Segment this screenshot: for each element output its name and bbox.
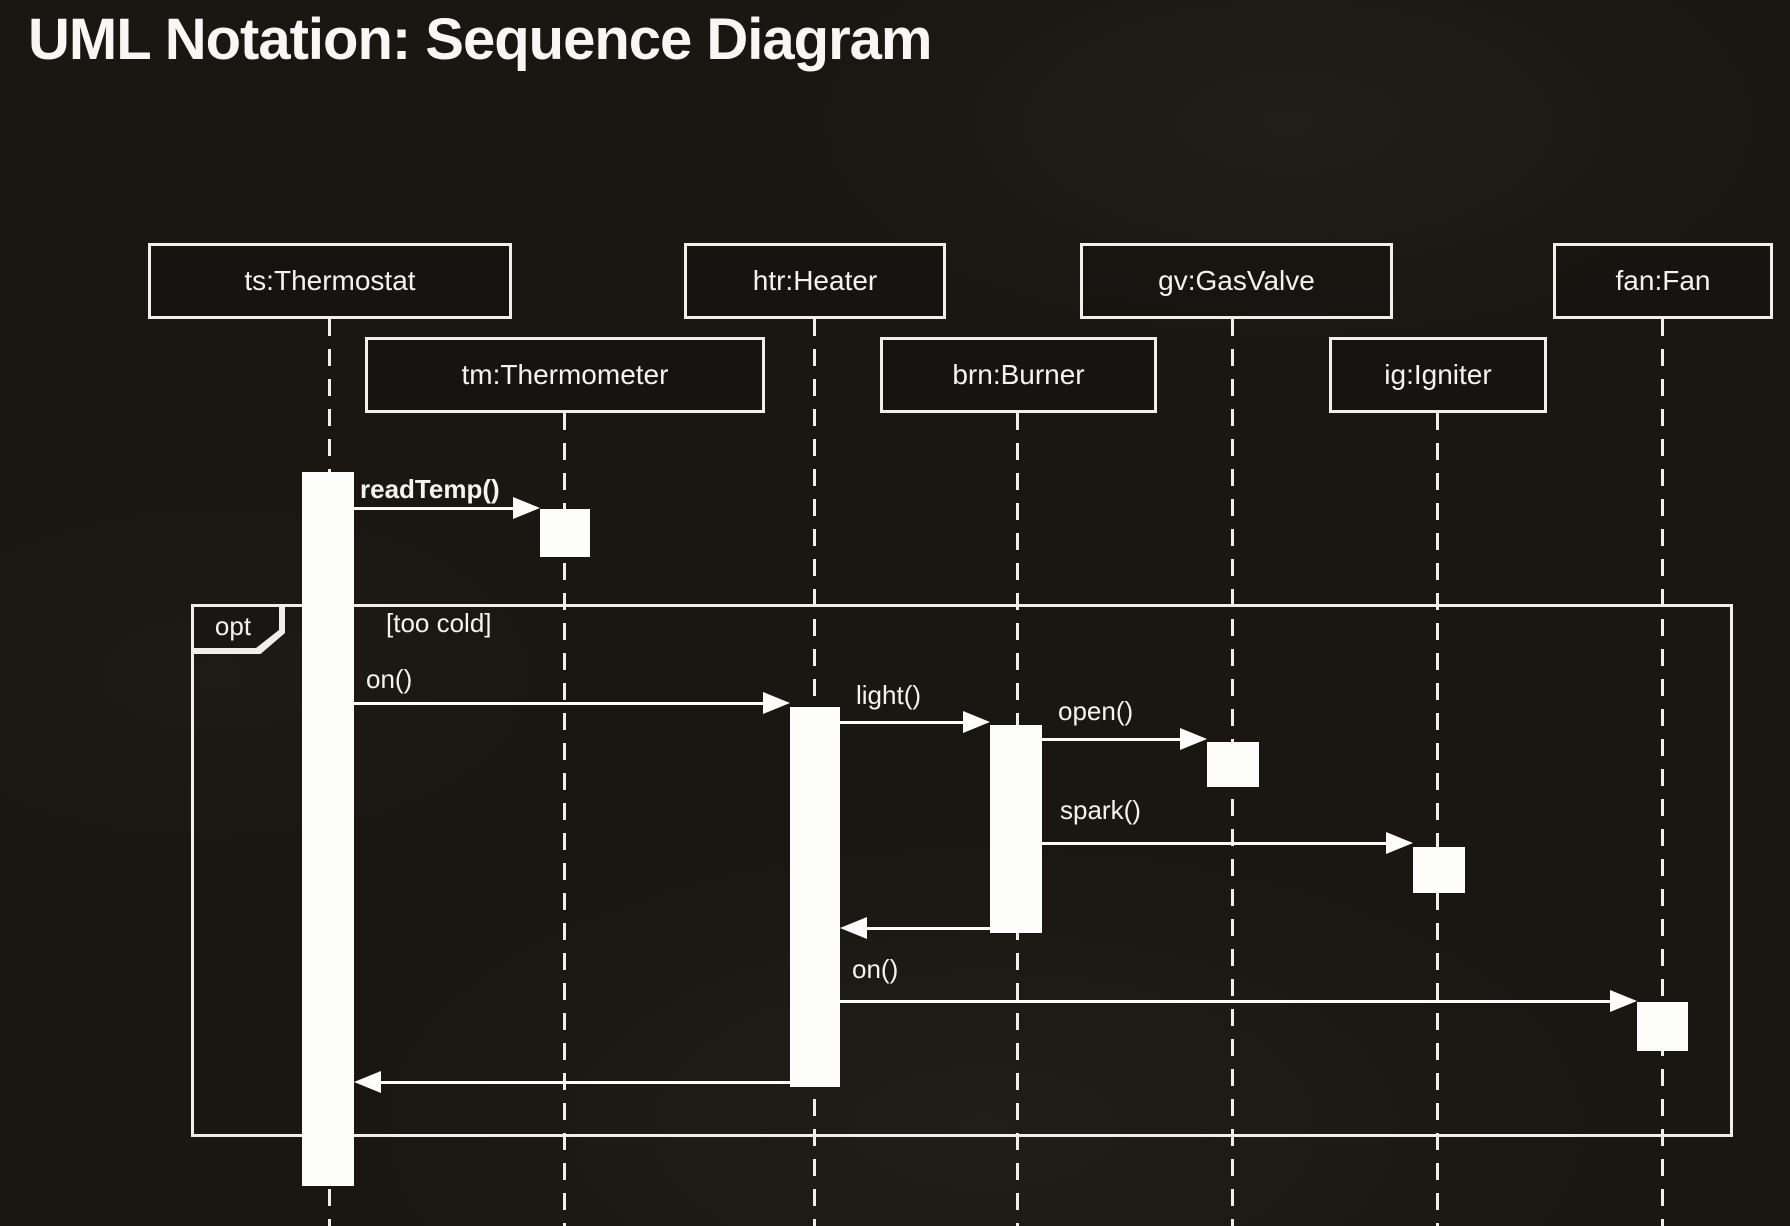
arrowhead-readtemp — [513, 497, 540, 519]
message-arrow-readtemp — [354, 507, 516, 510]
message-arrow-on-fan — [840, 1000, 1613, 1003]
message-label-spark: spark() — [1060, 795, 1141, 825]
object-label-gv: gv:GasValve — [1158, 265, 1315, 296]
message-label-on-fan: on() — [852, 954, 899, 984]
arrowhead-light — [963, 711, 990, 733]
object-box-tm: tm:Thermometer — [365, 337, 765, 413]
activation-tm — [540, 509, 590, 557]
message-arrow-spark — [1042, 842, 1389, 845]
activation-fan — [1637, 1002, 1688, 1051]
object-label-brn: brn:Burner — [952, 359, 1085, 390]
arrowhead-return-heater — [354, 1071, 381, 1093]
activation-brn — [990, 725, 1042, 933]
lifeline-fan — [1661, 319, 1664, 1226]
arrowhead-open — [1180, 728, 1207, 750]
opt-fragment-frame — [191, 604, 1733, 1137]
message-label-on-heater: on() — [366, 664, 413, 694]
object-box-fan: fan:Fan — [1553, 243, 1773, 319]
message-arrow-return-burner — [864, 927, 990, 930]
activation-ts — [302, 472, 354, 1186]
arrowhead-spark — [1386, 832, 1413, 854]
object-box-ig: ig:Igniter — [1329, 337, 1547, 413]
guard-label: [too cold] — [386, 608, 492, 638]
object-label-tm: tm:Thermometer — [461, 359, 669, 390]
message-label-readtemp: readTemp() — [360, 474, 500, 504]
activation-ig — [1413, 847, 1465, 893]
object-box-htr: htr:Heater — [684, 243, 946, 319]
object-box-brn: brn:Burner — [880, 337, 1157, 413]
lifeline-ig — [1436, 413, 1439, 1226]
object-label-ts: ts:Thermostat — [244, 265, 416, 296]
arrowhead-return-burner — [840, 917, 867, 939]
message-label-light: light() — [856, 680, 922, 710]
arrowhead-on-heater — [763, 692, 790, 714]
object-label-ig: ig:Igniter — [1384, 359, 1492, 390]
arrowhead-on-fan — [1610, 990, 1637, 1012]
message-arrow-light — [840, 721, 966, 724]
message-arrow-open — [1042, 738, 1183, 741]
lifeline-tm — [563, 413, 566, 1226]
page-title: UML Notation: Sequence Diagram — [28, 7, 932, 72]
message-arrow-return-heater — [378, 1081, 790, 1084]
activation-htr — [790, 707, 840, 1087]
object-box-ts: ts:Thermostat — [148, 243, 512, 319]
message-label-open: open() — [1058, 696, 1134, 726]
object-label-fan: fan:Fan — [1615, 265, 1711, 296]
opt-operator-label: opt — [214, 610, 252, 641]
object-box-gv: gv:GasValve — [1080, 243, 1393, 319]
message-arrow-on-heater — [354, 702, 766, 705]
activation-gv — [1207, 742, 1259, 787]
object-label-htr: htr:Heater — [752, 265, 878, 296]
